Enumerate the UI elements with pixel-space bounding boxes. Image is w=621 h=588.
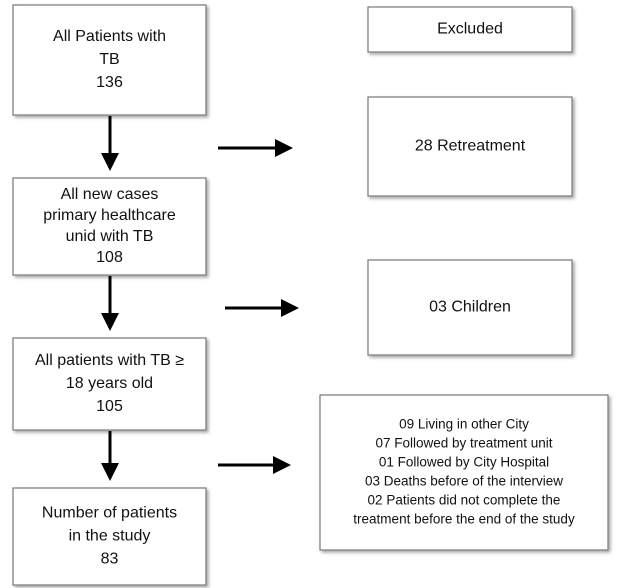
arrows [101, 116, 299, 481]
box-text: 09 Living in other City [399, 417, 529, 432]
box [319, 394, 609, 551]
box-text: 136 [96, 74, 123, 91]
box-text: 28 Retreatment [415, 138, 526, 155]
box-node: 28 Retreatment [367, 96, 573, 197]
box-text: 07 Followed by treatment unit [375, 436, 552, 451]
box [367, 259, 573, 356]
box [367, 6, 573, 53]
box-node: All patients with TB ≥ 18 years old 105 [12, 337, 207, 431]
box [12, 337, 207, 431]
box-text: 01 Followed by City Hospital [379, 455, 549, 470]
box-text: All new cases [61, 186, 159, 203]
box-text: Number of patients [42, 505, 177, 522]
box [367, 96, 573, 197]
box-node: 09 Living in other City 07 Followed by tr… [319, 394, 609, 551]
box-text: 105 [96, 398, 123, 415]
box [12, 487, 207, 586]
box-text: TB [99, 51, 119, 68]
box [12, 177, 207, 276]
box-text: primary healthcare [43, 207, 176, 224]
box-text: All patients with TB ≥ [35, 352, 184, 369]
box-text: 02 Patients did not complete the [368, 493, 561, 508]
box-node: Number of patients in the study 83 [12, 487, 207, 586]
box-text: 108 [96, 249, 123, 266]
box [12, 4, 207, 116]
box-node: 03 Children [367, 259, 573, 356]
box-text: treatment before the end of the study [353, 512, 575, 527]
box-text: in the study [69, 528, 151, 545]
box-node: All Patients with TB 136 [12, 4, 207, 116]
box-text: All Patients with [53, 28, 166, 45]
box-text: 83 [101, 551, 119, 568]
box-text: 18 years old [66, 375, 153, 392]
box-text: unid with TB [66, 228, 154, 245]
box-text: 03 Children [429, 299, 511, 316]
box-node: Excluded [367, 6, 573, 53]
box-text: Excluded [437, 21, 503, 38]
box-node: All new cases primary healthcare unid with… [12, 177, 207, 276]
box-text: 03 Deaths before of the interview [365, 474, 563, 489]
